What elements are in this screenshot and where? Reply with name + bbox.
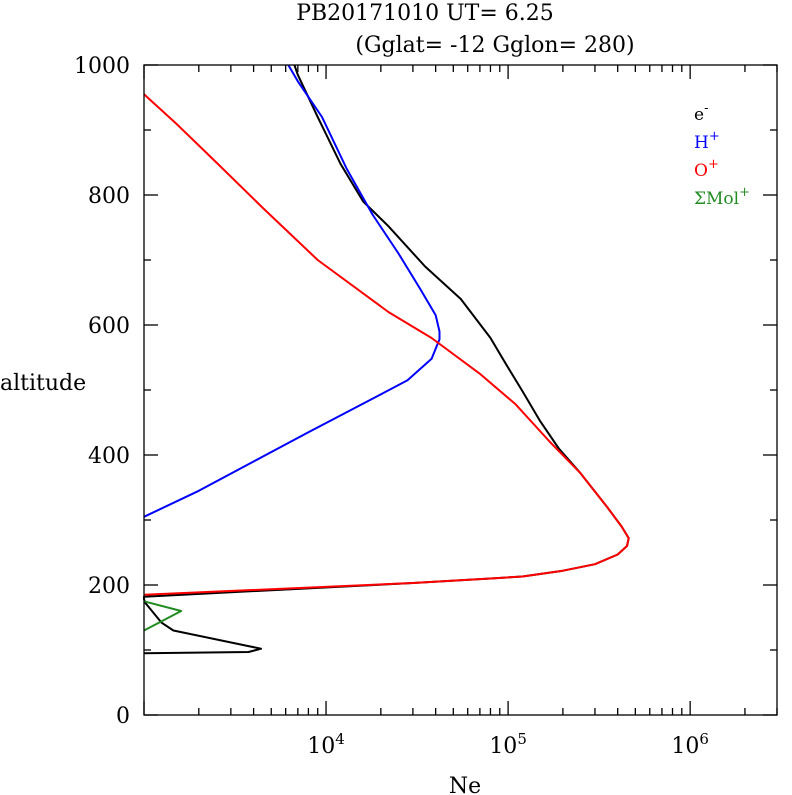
y-tick-label: 0 bbox=[116, 704, 130, 729]
legend: e- H+ O+ ΣMol+ bbox=[694, 101, 750, 209]
series-layer bbox=[143, 64, 630, 655]
chart-title: PB20171010 UT= 6.25 bbox=[296, 1, 554, 26]
x-tick-label: 106 bbox=[671, 730, 709, 759]
series-line-0 bbox=[143, 64, 630, 655]
y-tick-label: 800 bbox=[88, 184, 130, 209]
chart-subtitle: (Gglat= -12 Gglon= 280) bbox=[355, 33, 634, 58]
x-axis-title: Ne bbox=[449, 774, 481, 795]
y-tick-label: 600 bbox=[88, 314, 130, 339]
legend-item: O+ bbox=[694, 157, 719, 181]
y-axis-title: altitude bbox=[0, 371, 86, 396]
ticks-layer: 0 200 400 600 800 1000 104 105 106 bbox=[74, 54, 778, 759]
y-tick-label: 200 bbox=[88, 574, 130, 599]
y-tick-label: 1000 bbox=[74, 54, 130, 79]
legend-item: H+ bbox=[694, 129, 720, 153]
series-line-1 bbox=[143, 64, 441, 518]
plot-frame bbox=[143, 64, 778, 716]
series-line-3 bbox=[143, 600, 183, 632]
x-tick-label: 105 bbox=[489, 730, 527, 759]
legend-item: e- bbox=[694, 101, 708, 125]
y-tick-label: 400 bbox=[88, 444, 130, 469]
x-tick-label: 104 bbox=[307, 730, 345, 759]
legend-item: ΣMol+ bbox=[694, 185, 750, 209]
series-line-2 bbox=[143, 93, 630, 596]
